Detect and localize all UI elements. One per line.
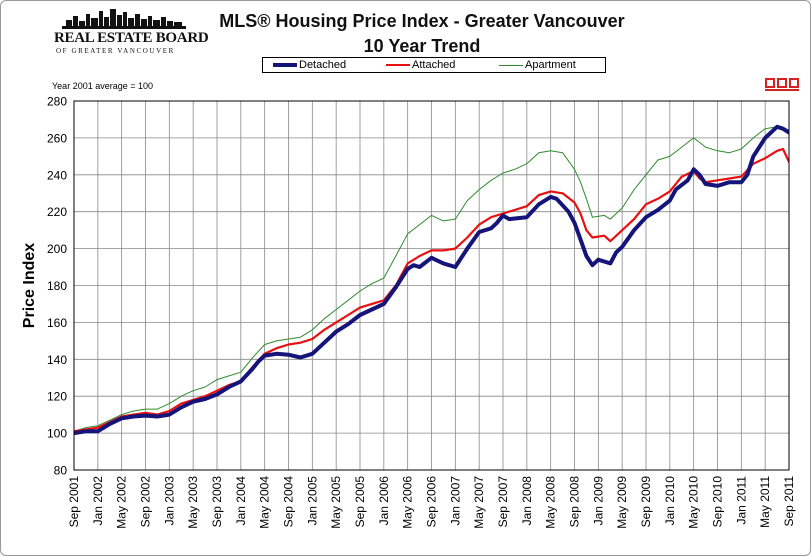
x-tick-label-25: Jan 2010 [663, 476, 677, 526]
y-tick-label-9: 260 [47, 131, 67, 145]
x-tick-label-22: Jan 2009 [591, 476, 605, 526]
x-tick-label-5: May 2003 [186, 476, 200, 529]
legend-item-detached: Detached [273, 58, 346, 72]
x-tick-label-10: Jan 2005 [305, 476, 319, 526]
plot-border [73, 100, 790, 471]
legend-swatch-attached [386, 64, 410, 67]
x-tick-labels: Sep 2001 Jan 2002 May 2002 Sep 2002 Jan 2003… [67, 476, 796, 529]
org-subtitle: OF GREATER VANCOUVER [56, 47, 175, 55]
x-tick-label-2: May 2002 [115, 476, 129, 529]
x-tick-label-7: Jan 2004 [234, 476, 248, 526]
x-tick-label-30: Sep 2011 [782, 476, 796, 527]
x-tick-label-11: May 2005 [329, 476, 343, 529]
x-tick-label-20: May 2008 [544, 476, 558, 529]
x-tick-label-9: Sep 2004 [282, 476, 296, 528]
x-tick-label-1: Jan 2002 [91, 476, 105, 526]
legend-item-apartment: Apartment [499, 58, 576, 72]
skyline-icon [62, 9, 186, 29]
x-tick-label-26: May 2010 [687, 476, 701, 529]
y-tick-label-7: 220 [47, 205, 67, 219]
baseline-note: Year 2001 average = 100 [52, 81, 154, 91]
y-tick-label-0: 80 [54, 464, 68, 478]
y-tick-label-6: 200 [47, 242, 67, 256]
y-tick-label-2: 120 [47, 390, 67, 404]
chart-subtitle: 10 Year Trend [363, 36, 481, 56]
y-tick-labels: 80 100 120 140 160 180 200 220 240 260 280 [47, 95, 67, 478]
x-tick-label-6: Sep 2003 [210, 476, 224, 528]
series-line-detached [74, 124, 789, 436]
legend-label-apartment: Apartment [525, 59, 576, 71]
org-name: REAL ESTATE BOARD [54, 30, 209, 46]
legend-item-attached: Attached [386, 58, 455, 72]
legend-label-attached: Attached [412, 59, 456, 71]
legend-label-detached: Detached [299, 59, 347, 71]
x-tick-label-13: Jan 2006 [377, 476, 391, 526]
x-tick-label-24: Sep 2009 [639, 476, 653, 528]
org-logo: REAL ESTATE BOARD OF GREATER VANCOUVER [52, 8, 209, 55]
series-line-attached [74, 147, 789, 433]
chart-legend: Detached Attached Apartment [262, 57, 606, 73]
grid-layer [73, 100, 790, 471]
x-tick-label-3: Sep 2002 [139, 476, 153, 528]
x-tick-label-27: Sep 2010 [711, 476, 725, 528]
chart-title: MLS® Housing Price Index - Greater Vanco… [219, 11, 625, 31]
x-tick-label-19: Jan 2008 [520, 476, 534, 526]
legend-swatch-detached [273, 63, 297, 68]
y-tick-label-10: 280 [47, 95, 67, 109]
x-tick-label-15: Sep 2006 [425, 476, 439, 528]
series-line-apartment [74, 126, 789, 432]
x-tick-label-21: Sep 2008 [568, 476, 582, 528]
x-tick-label-12: Sep 2005 [353, 476, 367, 528]
x-tick-label-28: Jan 2011 [734, 476, 748, 525]
series-layer [74, 124, 789, 436]
x-tick-label-16: Jan 2007 [448, 476, 462, 526]
y-tick-label-3: 140 [47, 353, 67, 367]
x-tick-label-29: May 2011 [758, 476, 772, 528]
y-tick-label-4: 160 [47, 316, 67, 330]
y-axis-label: Price Index [21, 243, 38, 328]
mls-realtor-icon [765, 78, 799, 91]
x-tick-label-14: May 2006 [401, 476, 415, 529]
y-tick-label-5: 180 [47, 279, 67, 293]
x-tick-label-18: Sep 2007 [496, 476, 510, 528]
x-tick-label-0: Sep 2001 [67, 476, 81, 528]
x-tick-label-23: May 2009 [615, 476, 629, 529]
x-tick-label-8: May 2004 [258, 476, 272, 529]
y-tick-label-1: 100 [47, 427, 67, 441]
y-tick-label-8: 240 [47, 168, 67, 182]
x-tick-label-4: Jan 2003 [162, 476, 176, 526]
x-tick-label-17: May 2007 [472, 476, 486, 529]
legend-swatch-apartment [499, 64, 523, 66]
